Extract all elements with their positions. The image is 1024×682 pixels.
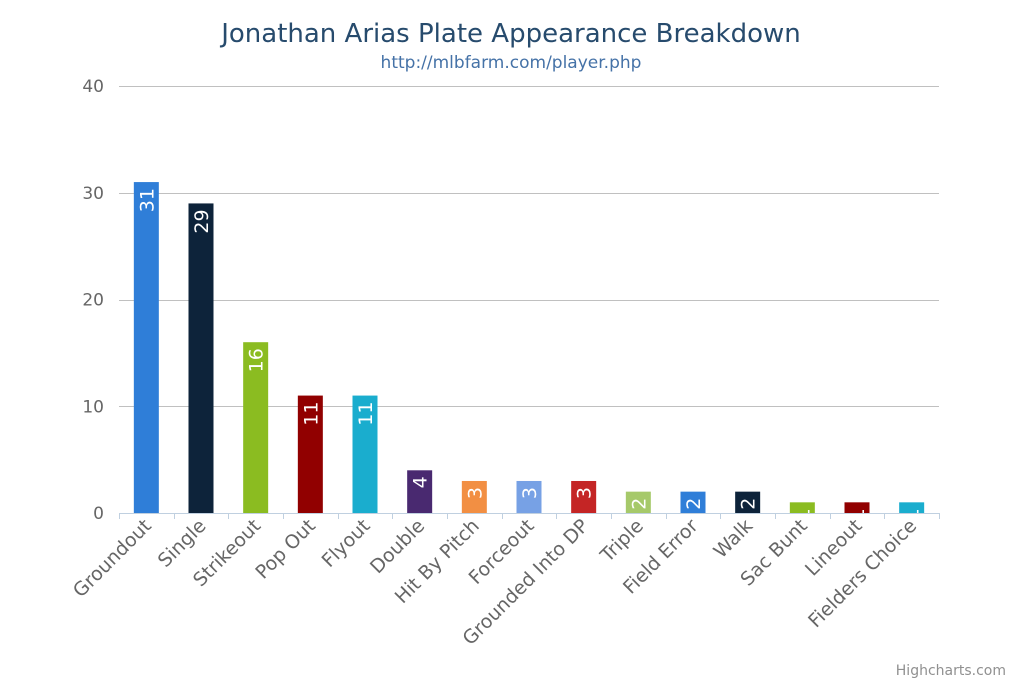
data-label: 2 <box>738 498 760 510</box>
y-tick-label: 40 <box>82 77 104 97</box>
bar[interactable] <box>899 502 925 513</box>
y-tick-label: 0 <box>93 504 104 524</box>
bar[interactable] <box>735 491 761 513</box>
credits-link[interactable]: Highcharts.com <box>896 663 1006 679</box>
bar[interactable] <box>844 502 870 513</box>
bar[interactable] <box>188 203 214 514</box>
x-tick-label: Groundout <box>69 515 156 602</box>
bar[interactable] <box>461 480 487 513</box>
bar[interactable] <box>571 480 597 513</box>
y-axis: 0 10 20 30 40 <box>82 77 104 524</box>
data-label: 1 <box>792 508 814 520</box>
bar[interactable] <box>789 502 815 513</box>
bar[interactable] <box>297 395 323 513</box>
data-label: 31 <box>136 188 158 212</box>
y-tick-label: 30 <box>82 184 104 204</box>
data-label: 11 <box>355 402 377 426</box>
data-label: 11 <box>300 402 322 426</box>
data-label: 4 <box>410 476 432 488</box>
grid-lines <box>119 86 939 514</box>
chart-subtitle: http://mlbfarm.com/player.php <box>381 53 642 73</box>
data-label: 2 <box>628 498 650 510</box>
bar[interactable] <box>625 491 651 513</box>
data-label: 16 <box>246 348 268 372</box>
y-tick-label: 20 <box>82 291 104 311</box>
bar[interactable] <box>516 480 542 513</box>
data-label: 2 <box>683 498 705 510</box>
bar[interactable] <box>352 395 378 513</box>
data-label: 1 <box>847 508 869 520</box>
data-label: 29 <box>191 209 213 233</box>
data-label: 1 <box>902 508 924 520</box>
bar[interactable] <box>243 342 269 513</box>
data-label: 3 <box>464 487 486 499</box>
bar[interactable] <box>133 182 159 513</box>
x-tick-label: Pop Out <box>251 515 320 584</box>
x-tick-label: Triple <box>596 515 648 567</box>
data-label: 3 <box>519 487 541 499</box>
y-tick-label: 10 <box>82 397 104 417</box>
x-tick-label: Walk <box>709 515 757 563</box>
bar[interactable] <box>407 470 433 513</box>
data-label: 3 <box>574 487 596 499</box>
bar[interactable] <box>680 491 706 513</box>
chart-title: Jonathan Arias Plate Appearance Breakdow… <box>219 19 801 49</box>
